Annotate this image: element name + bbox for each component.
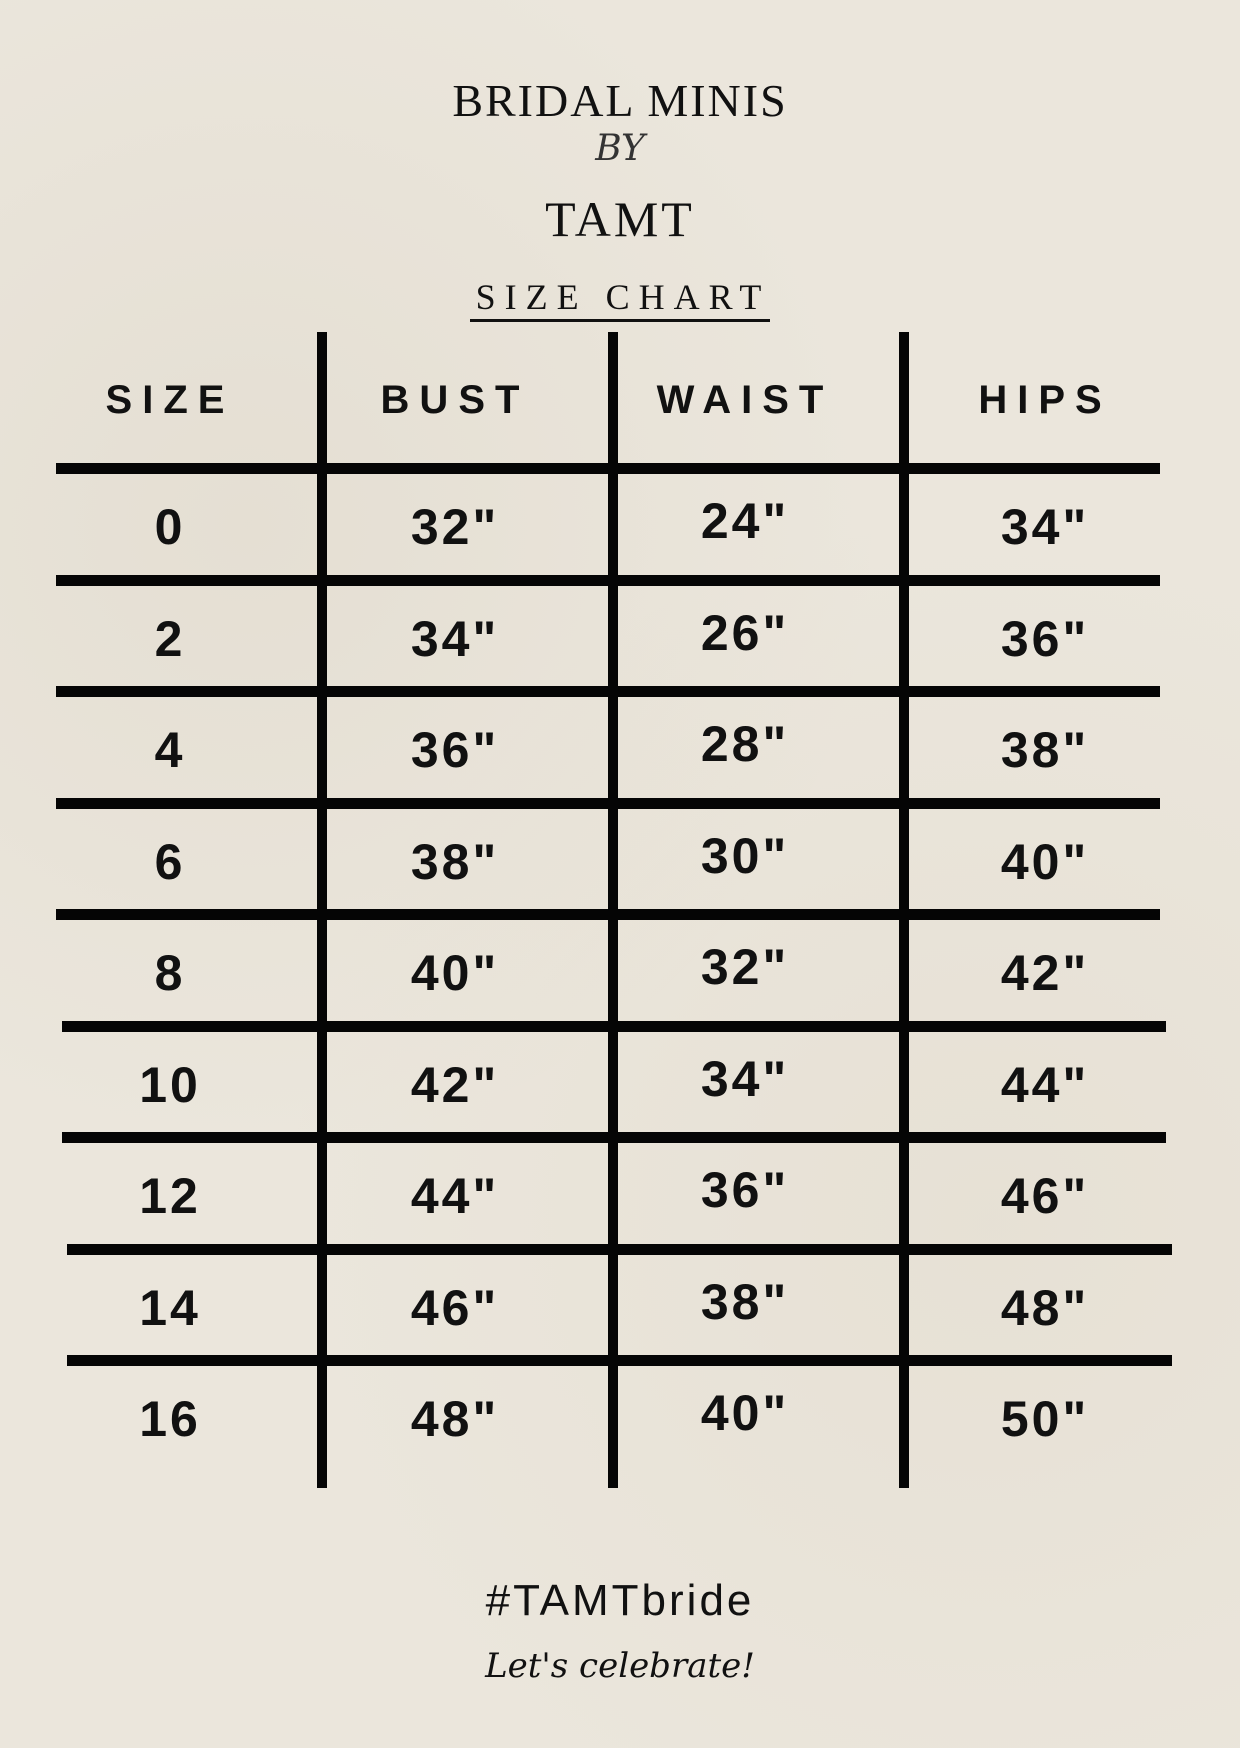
table-cell-size: 0 xyxy=(154,499,186,555)
row-divider xyxy=(56,686,1160,697)
table-cell-waist: 30" xyxy=(700,827,790,884)
table-cell-bust: 46" xyxy=(410,1279,500,1336)
tagline: Let's celebrate! xyxy=(485,1646,755,1686)
table-cell-size: 12 xyxy=(139,1168,201,1224)
column-header-waist: WAIST xyxy=(656,378,834,422)
table-cell-bust: 32" xyxy=(410,499,500,555)
table-cell-waist: 24" xyxy=(700,493,790,549)
row-divider xyxy=(56,798,1160,809)
page-subtitle: SIZE CHART xyxy=(0,276,1240,322)
table-cell-waist: 26" xyxy=(700,604,790,661)
table-cell-waist: 36" xyxy=(700,1162,790,1218)
table-cell-waist: 32" xyxy=(700,939,790,995)
row-divider xyxy=(56,575,1160,586)
brand-name: TAMT xyxy=(545,191,695,247)
table-cell-size: 4 xyxy=(154,722,186,778)
table-cell-bust: 36" xyxy=(410,722,500,778)
table-cell-bust: 34" xyxy=(410,610,500,667)
table-cell-waist: 34" xyxy=(700,1050,790,1107)
row-divider xyxy=(67,1355,1172,1366)
table-cell-size: 2 xyxy=(154,610,186,667)
table-cell-hips: 34" xyxy=(1000,499,1090,555)
hashtag: #TAMTbride xyxy=(485,1576,755,1625)
table-cell-size: 6 xyxy=(154,833,186,890)
table-cell-bust: 40" xyxy=(410,945,500,1001)
table-cell-size: 14 xyxy=(139,1279,201,1336)
table-cell-hips: 38" xyxy=(1000,722,1090,778)
column-header-hips: HIPS xyxy=(978,378,1112,422)
table-cell-hips: 42" xyxy=(1000,945,1090,1001)
row-divider xyxy=(56,909,1160,920)
table-cell-bust: 42" xyxy=(410,1056,500,1113)
row-divider xyxy=(67,1244,1172,1255)
table-cell-hips: 36" xyxy=(1000,610,1090,667)
table-cell-bust: 38" xyxy=(410,833,500,890)
column-header-size: SIZE xyxy=(105,378,235,422)
table-cell-waist: 40" xyxy=(700,1385,790,1441)
table-cell-bust: 44" xyxy=(410,1168,500,1224)
brand-by: BY xyxy=(595,128,645,169)
table-cell-hips: 44" xyxy=(1000,1056,1090,1113)
table-cell-size: 16 xyxy=(139,1391,201,1447)
row-divider xyxy=(56,463,1160,474)
table-cell-waist: 28" xyxy=(700,716,790,772)
subtitle-text: SIZE CHART xyxy=(469,277,771,322)
table-cell-size: 10 xyxy=(139,1056,201,1113)
table-cell-size: 8 xyxy=(154,945,186,1001)
brand-title: BRIDAL MINIS xyxy=(452,75,788,126)
row-divider xyxy=(62,1021,1166,1032)
table-cell-waist: 38" xyxy=(700,1273,790,1330)
table-cell-hips: 48" xyxy=(1000,1279,1090,1336)
table-cell-hips: 50" xyxy=(1000,1391,1090,1447)
table-cell-hips: 46" xyxy=(1000,1168,1090,1224)
row-divider xyxy=(62,1132,1166,1143)
table-cell-bust: 48" xyxy=(410,1391,500,1447)
column-header-bust: BUST xyxy=(380,378,530,422)
table-cell-hips: 40" xyxy=(1000,833,1090,890)
